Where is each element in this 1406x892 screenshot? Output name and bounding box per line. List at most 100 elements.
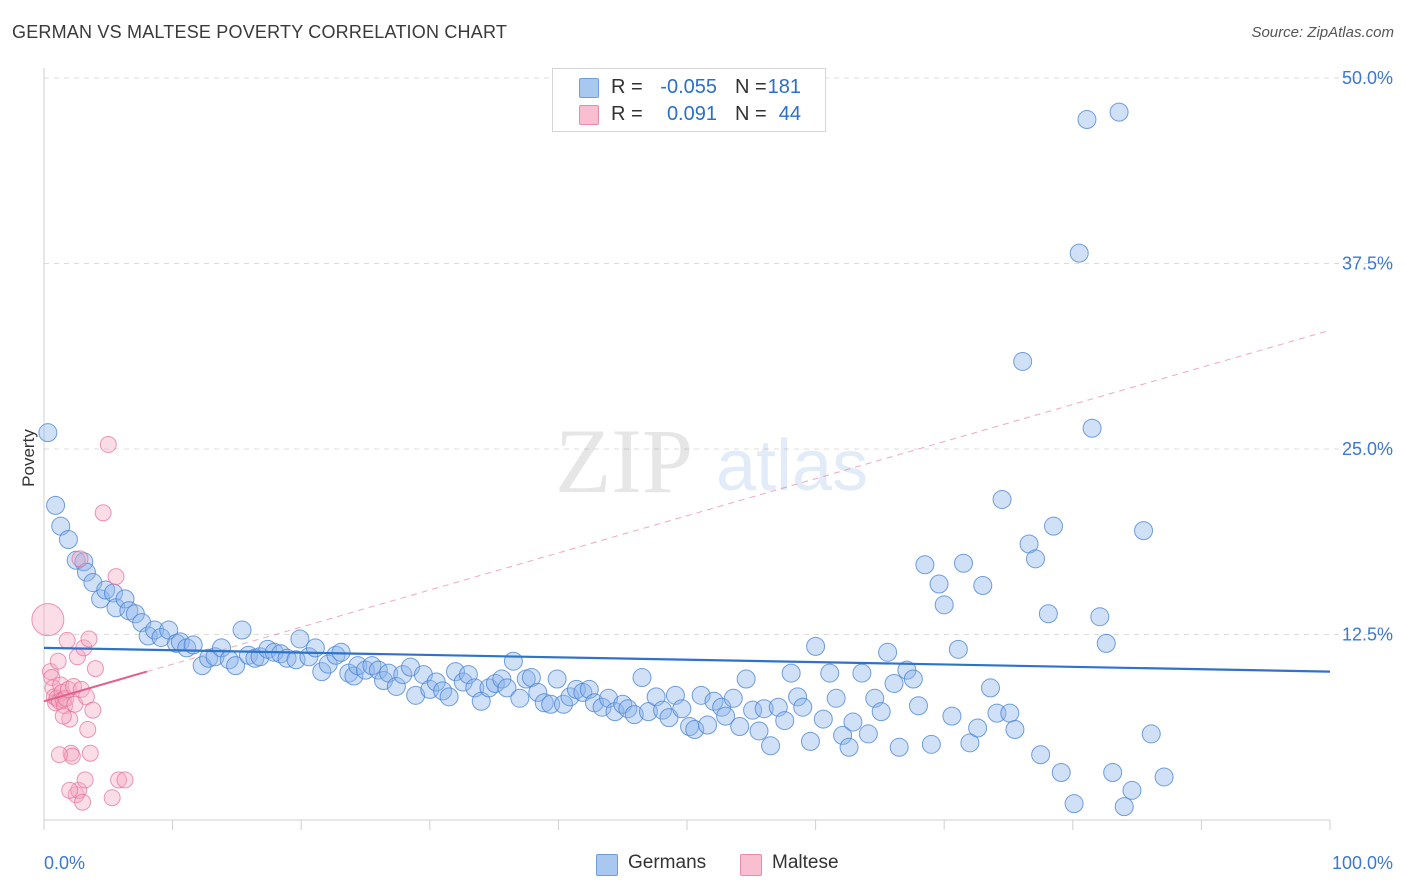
german-point [921,734,941,754]
german-point [286,650,306,670]
german-point [96,580,116,600]
maltese-point [110,771,128,789]
german-point [800,731,820,751]
german-point [960,733,980,753]
german-point [1013,351,1033,371]
german-point [326,645,346,665]
legend-row-maltese: R = 0.091 N = 44 [553,101,825,127]
legend-label-maltese: Maltese [772,852,839,873]
german-point [492,669,512,689]
german-point [953,553,973,573]
german-point [1069,243,1089,263]
legend-swatch-germans [596,854,618,876]
german-point [1103,763,1123,783]
german-point [406,685,426,705]
y-tick-label: 37.5% [1342,254,1393,274]
german-point [46,495,66,515]
german-point [858,724,878,744]
german-point [1031,745,1051,765]
legend-label-germans: Germans [628,852,707,873]
maltese-point [81,744,99,762]
legend-swatch-maltese [579,105,599,125]
german-point [813,709,833,729]
axes [43,68,1331,830]
german-point [1005,719,1025,739]
legend-row-germans: R = -0.055 N = 181 [553,74,825,100]
watermark: ZIP atlas [555,410,868,512]
maltese-point [79,720,97,738]
german-point [973,576,993,596]
legend-n-label: N = [735,76,767,98]
german-point [554,694,574,714]
maltese-point [49,652,67,670]
germans-trend-line [43,646,1331,673]
maltese-point [103,789,121,807]
german-point [761,736,781,756]
german-point [723,688,743,708]
maltese-point [94,504,112,522]
german-point [1134,521,1154,541]
german-point [1026,549,1046,569]
german-point [605,702,625,722]
maltese-point [61,781,79,799]
maltese-point [50,746,68,764]
german-point [446,662,466,682]
watermark-zip: ZIP [555,410,693,512]
german-point [704,691,724,711]
german-point [934,595,954,615]
maltese-point [84,701,102,719]
watermark-atlas: atlas [716,426,868,506]
german-point [826,688,846,708]
german-point [1122,780,1142,800]
legend-swatch-germans [579,78,599,98]
source-label: Source: ZipAtlas.com [1251,24,1394,41]
german-point [38,423,58,443]
german-point [503,651,523,671]
german-point [232,620,252,640]
maltese-trend-extension [146,329,1331,673]
y-tick-label: 50.0% [1342,68,1393,88]
legend-n-value: 44 [778,103,801,125]
german-point [781,663,801,683]
german-point [754,699,774,719]
maltese-points [31,436,134,811]
correlation-legend: R = -0.055 N = 181 R = 0.091 N = 44 [552,68,826,132]
german-point [1141,724,1161,744]
german-point [992,489,1012,509]
german-point [968,718,988,738]
legend-swatch-maltese [740,854,762,876]
german-point [948,639,968,659]
german-point [736,669,756,689]
german-point [115,589,135,609]
german-point [833,725,853,745]
maltese-point [99,436,117,454]
maltese-trend-extension-line [146,329,1331,673]
maltese-point [54,707,72,725]
german-point [878,642,898,662]
maltese-point [86,660,104,678]
german-point [386,676,406,696]
maltese-point [63,747,81,765]
german-point [560,687,580,707]
german-point [889,737,909,757]
german-point [393,665,413,685]
maltese-point [58,631,76,649]
legend-n-value: 181 [767,76,801,98]
maltese-point [80,630,98,648]
german-point [843,712,863,732]
grid-lines [44,77,1394,635]
maltese-point [76,771,94,789]
german-point [793,697,813,717]
german-point [1038,604,1058,624]
german-point [929,574,949,594]
german-point [1096,633,1116,653]
german-point [653,700,673,720]
x-tick-label: 100.0% [1332,853,1393,873]
german-point [852,663,872,683]
german-point [871,702,891,722]
german-point [305,638,325,658]
y-tick-label: 12.5% [1342,625,1393,645]
german-point [497,678,517,698]
german-point [638,702,658,722]
legend-r-label: R = [611,103,643,125]
